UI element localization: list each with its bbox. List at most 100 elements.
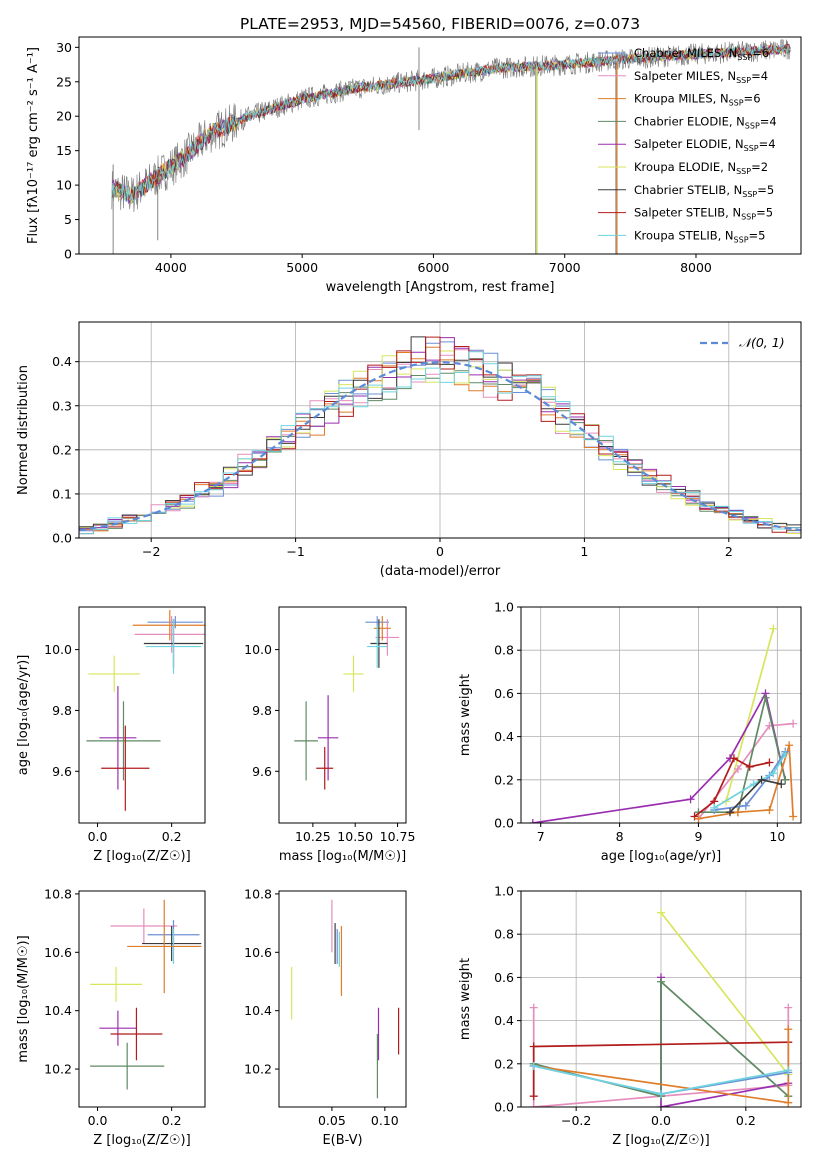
legend-nssp-prefix: , N	[729, 114, 745, 128]
y-tick-label: 1.0	[494, 600, 514, 615]
x-tick-label: −2	[142, 544, 160, 559]
plot-area	[90, 899, 202, 1090]
mass-weight-line	[698, 697, 787, 814]
figure-title: PLATE=2953, MJD=54560, FIBERID=0076, z=0…	[240, 15, 640, 33]
residual-legend: 𝒩(0, 1)	[700, 335, 785, 350]
mass-weight-marker	[528, 819, 537, 823]
errorbar-point	[132, 610, 205, 641]
mass-weight-marker	[785, 741, 794, 750]
plot-area	[111, 39, 791, 254]
y-tick-label: 10.8	[244, 886, 272, 901]
x-tick-label: 5000	[286, 260, 318, 275]
legend-nssp-eq: =	[752, 46, 762, 60]
x-tick-label: 4000	[155, 260, 187, 275]
errorbar-point	[367, 625, 388, 668]
legend-nssp-prefix: , N	[725, 206, 741, 220]
legend-model-name: Chabrier MILES	[634, 46, 721, 60]
axes-frame: 4000 5000 6000 7000 8000051015202530waveleng…	[26, 36, 802, 295]
mass-weight-marker	[729, 754, 738, 763]
errorbar-point	[317, 695, 339, 781]
model-spectrum-line	[111, 44, 791, 203]
mass-weight-marker	[710, 803, 719, 812]
mass-weight-marker	[694, 814, 703, 823]
legend-model-name: Kroupa STELIB	[634, 228, 718, 242]
mass-weight-marker	[657, 908, 665, 917]
x-axis-label: E(B-V)	[322, 1133, 362, 1148]
errorbar-point	[90, 966, 142, 1002]
y-tick-label: 0.2	[52, 442, 72, 457]
y-tick-label: 10.6	[44, 945, 72, 960]
y-tick-label: 0.2	[494, 772, 514, 787]
mass-weight-marker	[657, 1090, 665, 1099]
y-tick-label: 15	[56, 143, 72, 158]
mass-weight-marker	[529, 1003, 538, 1012]
errorbar-point	[147, 616, 204, 629]
x-axis-label: mass [log₁₀(M/M☉)]	[279, 849, 406, 864]
legend-nssp-value: 6	[753, 92, 760, 106]
plot-area	[528, 624, 798, 823]
legend-nssp-eq: =	[749, 228, 759, 242]
mass-weight-marker	[657, 977, 665, 986]
errorbar-point	[373, 616, 391, 641]
legend-label: Salpeter STELIB, NSSP=5	[634, 206, 773, 222]
legend-nssp-eq: =	[751, 160, 761, 174]
legend-model-name: Chabrier ELODIE	[634, 114, 729, 128]
legend-nssp-prefix: , N	[726, 183, 742, 197]
mass-weight-marker	[529, 1103, 538, 1107]
mass-weight-marker	[686, 795, 695, 804]
x-tick-label: 7	[537, 829, 545, 844]
y-tick-label: 10.0	[44, 642, 72, 657]
errorbar-point	[90, 1042, 165, 1090]
plot-area	[79, 336, 801, 535]
y-tick-label: 0.0	[52, 531, 72, 546]
x-tick-label: 8	[616, 829, 624, 844]
y-tick-label: 25	[56, 74, 72, 89]
x-axis-label: wavelength [Angstrom, rest frame]	[326, 280, 555, 295]
legend-label: Chabrier ELODIE, NSSP=4	[634, 114, 777, 130]
y-tick-label: 0.8	[494, 643, 514, 658]
plot-area	[529, 908, 793, 1107]
errorbar-point	[86, 701, 161, 781]
y-tick-label: 0	[64, 247, 72, 262]
plot-area	[291, 899, 400, 1099]
legend-label: Salpeter ELODIE, NSSP=4	[634, 137, 776, 153]
axes-frame: 7 8 9 10 0.0 0.2 0.4 0.6 0.8 1.0 age [log₁₀(age/yr…	[458, 600, 802, 864]
x-tick-label: 6000	[418, 260, 450, 275]
mass-weight-marker	[769, 769, 778, 778]
y-tick-label: 0.6	[494, 970, 514, 985]
x-tick-label: 10.50	[337, 829, 373, 844]
legend-nssp-value: 5	[767, 183, 774, 197]
errorbar-point	[110, 1007, 163, 1061]
x-tick-label: 10.75	[380, 829, 416, 844]
mass-weight-marker	[784, 1025, 793, 1034]
y-axis-label: age [log₁₀(age/yr)]	[16, 655, 31, 776]
y-tick-label: 20	[56, 109, 72, 124]
mass-weight-line	[660, 912, 789, 1076]
x-tick-label: 1	[580, 544, 588, 559]
panels: 4000 5000 6000 7000 8000051015202530waveleng…	[16, 36, 802, 1148]
legend-nssp-value: 4	[769, 114, 776, 128]
y-axis-label: mass [log₁₀(M/M☉)]	[16, 935, 31, 1062]
x-tick-label: 0.2	[736, 1113, 756, 1128]
panel-weight-vs-Z: −0.2 0.0 0.2 0.0 0.2 0.4 0.6 0.8 1.0 Z [log₁₀(Z/Z…	[458, 884, 802, 1148]
mass-weight-marker	[529, 1092, 538, 1101]
mass-weight-marker	[784, 1066, 793, 1075]
axes-frame: −2 −1 0 1 2 0.0 0.1 0.2 0.3 0.4 (data-model)/error…	[16, 321, 802, 579]
legend-label: Chabrier STELIB, NSSP=5	[634, 183, 774, 199]
legend-model-name: Kroupa MILES	[634, 92, 713, 106]
axes-border	[78, 606, 206, 824]
x-axis-label: Z [log₁₀(Z/Z☉)]	[93, 1133, 190, 1148]
y-tick-label: 0.1	[52, 486, 72, 501]
mass-weight-marker	[789, 812, 798, 821]
axes-border	[520, 606, 802, 824]
y-axis-label: mass weight	[458, 958, 473, 1040]
legend-model-name: Chabrier STELIB	[634, 183, 726, 197]
legend-nssp-eq: =	[760, 114, 770, 128]
legend-nssp-sub: SSP	[741, 213, 756, 222]
y-tick-label: 0.8	[494, 927, 514, 942]
x-tick-label: 10.25	[295, 829, 331, 844]
errorbar-point	[142, 926, 202, 962]
plot-area	[86, 610, 205, 811]
x-tick-label: 9	[694, 829, 702, 844]
y-axis-label: Flux [fλ10⁻¹⁷ erg cm⁻² s⁻¹ A⁻¹]	[26, 47, 41, 244]
